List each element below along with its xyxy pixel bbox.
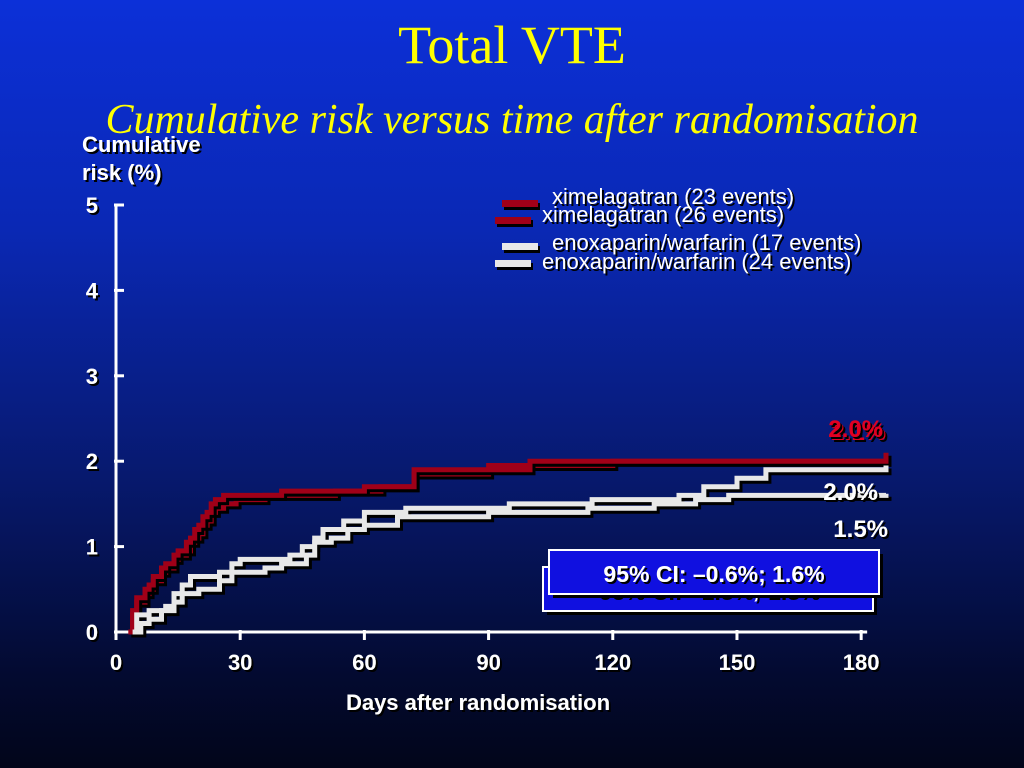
x-tick-label: 150 xyxy=(719,650,756,675)
legend-swatch xyxy=(495,260,531,267)
y-tick-label: 5 xyxy=(86,193,98,218)
series-line xyxy=(136,492,889,635)
slide-title: Total VTE xyxy=(398,15,626,75)
legend-label: enoxaparin/warfarin (17 events) xyxy=(552,230,861,255)
series-end-label: 2.1% xyxy=(831,419,886,446)
series-end-label: 2.0% xyxy=(828,416,883,443)
legend-swatch xyxy=(502,243,538,250)
x-tick-label: 90 xyxy=(476,650,500,675)
legend: ximelagatran (23 events)ximelagatran (26… xyxy=(495,184,861,274)
series-line-shadow xyxy=(131,459,892,638)
y-tick-label: 2 xyxy=(86,449,98,474)
y-tick-label: 3 xyxy=(86,364,98,389)
series-line xyxy=(128,456,889,635)
legend-label: ximelagatran (26 events) xyxy=(542,202,784,227)
x-tick-label: 120 xyxy=(594,650,631,675)
legend-swatch xyxy=(495,217,531,224)
x-tick-label: 0 xyxy=(110,650,122,675)
y-tick-label: 0 xyxy=(86,620,98,645)
y-axis-label-line-1: Cumulative xyxy=(82,132,201,157)
y-axis-label-line-2: risk (%) xyxy=(82,160,161,185)
end-labels: 2.1%2.0%2.0%1.5% xyxy=(823,416,888,543)
legend-label: ximelagatran (23 events) xyxy=(552,184,794,209)
x-tick-label: 60 xyxy=(352,650,376,675)
ci-annotations: 95% CI: –1.3%; 1.3%95% CI: –0.6%; 1.6% xyxy=(542,549,883,615)
legend-swatch xyxy=(502,200,538,207)
legend-label: enoxaparin/warfarin (24 events) xyxy=(542,249,851,274)
slide-subtitle: Cumulative risk versus time after random… xyxy=(105,97,919,143)
series-lines xyxy=(128,452,892,638)
series-end-label: 1.5% xyxy=(833,516,888,543)
ci-label: 95% CI: –0.6%; 1.6% xyxy=(603,561,824,587)
series-end-label: 2.0% xyxy=(823,479,878,506)
x-tick-label: 30 xyxy=(228,650,252,675)
y-tick-label: 1 xyxy=(86,535,98,560)
x-axis-label: Days after randomisation xyxy=(346,690,610,715)
y-tick-label: 4 xyxy=(86,278,99,303)
series-line-shadow xyxy=(139,495,892,638)
ci-box xyxy=(548,549,880,595)
axes: 0 1 2 3 4 5 0 30 60 90 120 150 180 xyxy=(86,193,880,675)
x-tick-label: 180 xyxy=(843,650,880,675)
